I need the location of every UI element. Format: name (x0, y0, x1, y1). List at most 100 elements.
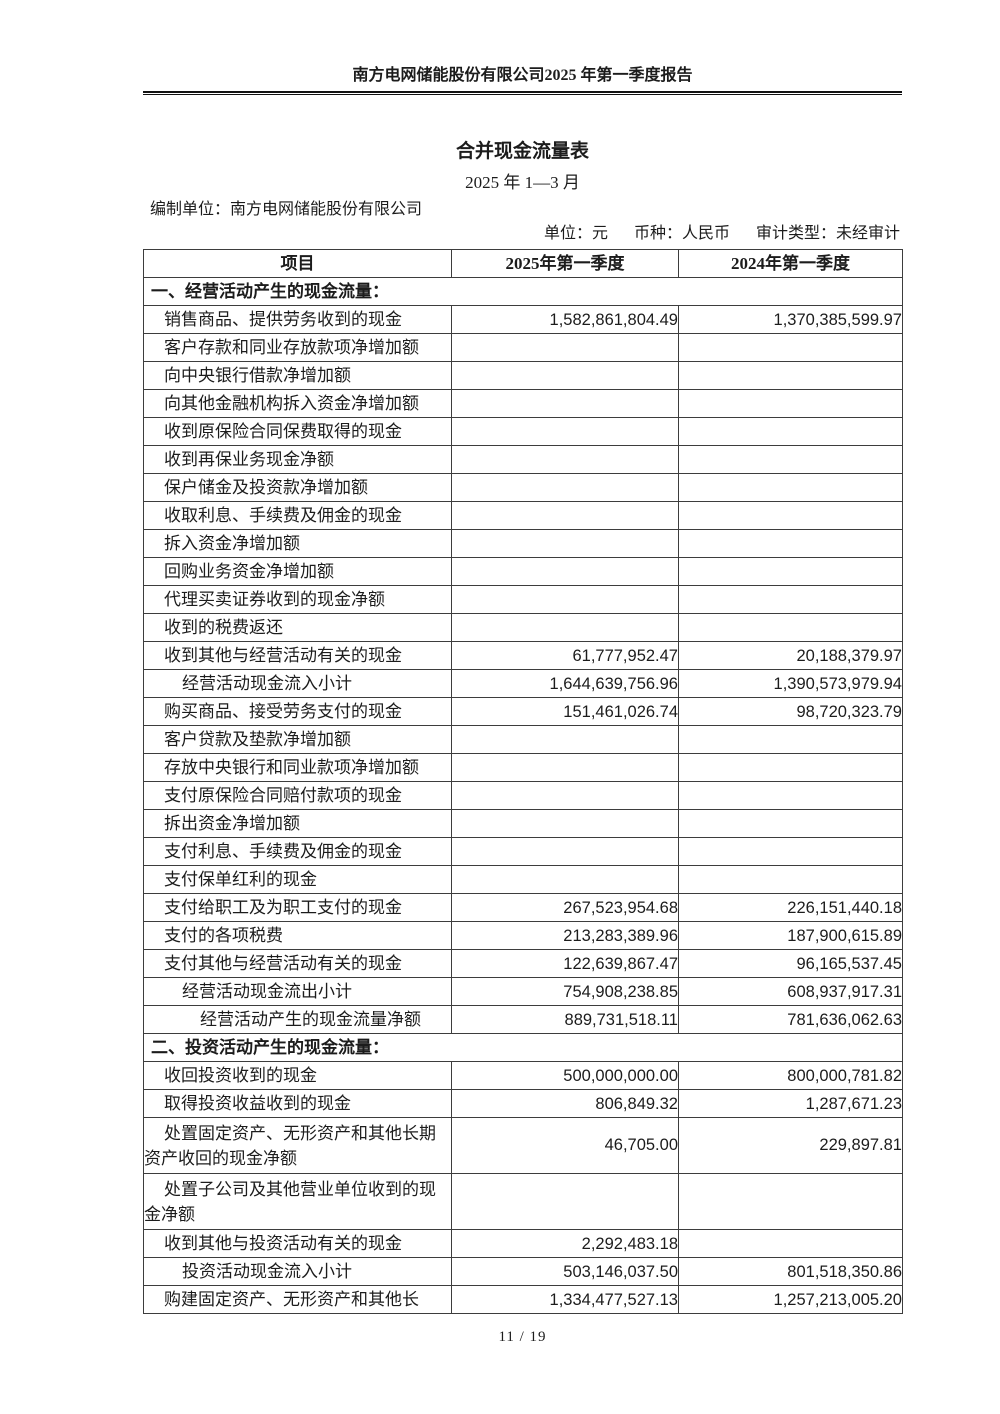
table-row: 处置固定资产、无形资产和其他长期资产收回的现金净额 46,705.00 229,89… (143, 1117, 903, 1174)
table-row: 存放中央银行和同业款项净增加额 (143, 753, 903, 782)
value-2024-cell (678, 613, 903, 642)
row-label-cell: 收回投资收到的现金 (143, 1061, 452, 1090)
table-row: 投资活动现金流入小计 503,146,037.50 801,518,350.86 (143, 1257, 903, 1286)
table-row: 收到其他与投资活动有关的现金 2,292,483.18 (143, 1229, 903, 1258)
value-2024-cell (678, 809, 903, 838)
value-2025-cell (451, 865, 679, 894)
section-row: 二、投资活动产生的现金流量： (143, 1033, 903, 1062)
table-row: 支付原保险合同赔付款项的现金 (143, 781, 903, 810)
value-2025-cell (451, 1173, 679, 1230)
value-2024-cell (678, 837, 903, 866)
table-row: 支付的各项税费 213,283,389.96 187,900,615.89 (143, 921, 903, 950)
table-row: 收到的税费返还 (143, 613, 903, 642)
value-2025-cell (451, 417, 679, 446)
row-label-cell: 经营活动现金流入小计 (143, 669, 452, 698)
page-number: 11 / 19 (498, 1329, 547, 1345)
value-2024-cell (678, 389, 903, 418)
value-2024-cell: 800,000,781.82 (678, 1061, 903, 1090)
value-2025-cell (451, 529, 679, 558)
row-label-cell: 向中央银行借款净增加额 (143, 361, 452, 390)
header-rule (143, 91, 902, 95)
statement-period: 2025 年 1—3 月 (465, 173, 580, 192)
table-header-row: 项目 2025年第一季度 2024年第一季度 (143, 249, 903, 278)
table-row: 处置子公司及其他营业单位收到的现金净额 (143, 1173, 903, 1230)
table-row: 收到原保险合同保费取得的现金 (143, 417, 903, 446)
value-2025-cell: 503,146,037.50 (451, 1257, 679, 1286)
value-2025-cell (451, 781, 679, 810)
value-2024-cell (678, 753, 903, 782)
section-row: 一、经营活动产生的现金流量： (143, 277, 903, 306)
value-2024-cell (678, 445, 903, 474)
value-2024-cell: 781,636,062.63 (678, 1005, 903, 1034)
value-2025-cell: 889,731,518.11 (451, 1005, 679, 1034)
value-2025-cell: 213,283,389.96 (451, 921, 679, 950)
table-row: 收到其他与经营活动有关的现金 61,777,952.47 20,188,379.97 (143, 641, 903, 670)
value-2024-cell: 229,897.81 (678, 1117, 903, 1174)
value-2024-cell: 20,188,379.97 (678, 641, 903, 670)
value-2024-cell (678, 1173, 903, 1230)
row-label-cell: 收到再保业务现金净额 (143, 445, 452, 474)
row-label-cell: 支付保单红利的现金 (143, 865, 452, 894)
row-label-cell: 处置固定资产、无形资产和其他长期资产收回的现金净额 (143, 1117, 452, 1174)
row-label-cell: 购买商品、接受劳务支付的现金 (143, 697, 452, 726)
table-row: 保户储金及投资款净增加额 (143, 473, 903, 502)
value-2024-cell (678, 1229, 903, 1258)
value-2025-cell: 46,705.00 (451, 1117, 679, 1174)
row-label-cell: 客户存款和同业存放款项净增加额 (143, 333, 452, 362)
row-label-cell: 收到其他与投资活动有关的现金 (143, 1229, 452, 1258)
section-label-cell: 二、投资活动产生的现金流量： (143, 1033, 903, 1062)
table-row: 经营活动产生的现金流量净额 889,731,518.11 781,636,062.6… (143, 1005, 903, 1034)
value-2024-cell: 801,518,350.86 (678, 1257, 903, 1286)
statement-title: 合并现金流量表 (455, 141, 589, 162)
document-page: 南方电网储能股份有限公司2025 年第一季度报告 合并现金流量表 2025 年 … (143, 0, 903, 1346)
value-2025-cell: 267,523,954.68 (451, 893, 679, 922)
row-label-cell: 回购业务资金净增加额 (143, 557, 452, 586)
value-2024-cell (678, 501, 903, 530)
row-label-cell: 支付其他与经营活动有关的现金 (143, 949, 452, 978)
row-label-cell: 客户贷款及垫款净增加额 (143, 725, 452, 754)
value-2024-cell (678, 557, 903, 586)
value-2024-cell: 226,151,440.18 (678, 893, 903, 922)
statement-body: 合并现金流量表 2025 年 1—3 月 编制单位：南方电网储能股份有限公司 单… (143, 139, 903, 1314)
row-label-cell: 购建固定资产、无形资产和其他长 (143, 1285, 452, 1314)
value-2025-cell (451, 389, 679, 418)
page-footer: 11 / 19 (143, 1329, 902, 1346)
value-2024-cell: 1,257,213,005.20 (678, 1285, 903, 1314)
row-label-cell: 存放中央银行和同业款项净增加额 (143, 753, 452, 782)
value-2025-cell (451, 753, 679, 782)
prepared-by-line: 编制单位：南方电网储能股份有限公司 (150, 201, 423, 218)
value-2024-cell (678, 725, 903, 754)
cash-flow-table-body: 一、经营活动产生的现金流量： 销售商品、提供劳务收到的现金 1,582,861,80… (143, 277, 903, 1314)
value-2024-cell: 98,720,323.79 (678, 697, 903, 726)
table-row: 经营活动现金流出小计 754,908,238.85 608,937,917.31 (143, 977, 903, 1006)
report-header-title: 南方电网储能股份有限公司2025 年第一季度报告 (352, 67, 693, 84)
currency-label: 币种：人民币 (633, 225, 730, 242)
column-header: 2024年第一季度 (678, 249, 903, 278)
column-header: 项目 (143, 249, 452, 278)
table-row: 购买商品、接受劳务支付的现金 151,461,026.74 98,720,323.7… (143, 697, 903, 726)
row-label-cell: 收取利息、手续费及佣金的现金 (143, 501, 452, 530)
table-row: 销售商品、提供劳务收到的现金 1,582,861,804.49 1,370,385,… (143, 305, 903, 334)
value-2024-cell (678, 585, 903, 614)
value-2025-cell (451, 557, 679, 586)
value-2025-cell: 2,292,483.18 (451, 1229, 679, 1258)
table-row: 向其他金融机构拆入资金净增加额 (143, 389, 903, 418)
value-2024-cell: 1,390,573,979.94 (678, 669, 903, 698)
table-row: 支付给职工及为职工支付的现金 267,523,954.68 226,151,440.… (143, 893, 903, 922)
row-label-cell: 拆出资金净增加额 (143, 809, 452, 838)
value-2024-cell: 608,937,917.31 (678, 977, 903, 1006)
value-2024-cell (678, 781, 903, 810)
value-2024-cell (678, 473, 903, 502)
value-2024-cell: 187,900,615.89 (678, 921, 903, 950)
value-2024-cell (678, 417, 903, 446)
audit-type-label: 审计类型：未经审计 (755, 225, 900, 242)
row-label-cell: 取得投资收益收到的现金 (143, 1089, 452, 1118)
table-row: 支付其他与经营活动有关的现金 122,639,867.47 96,165,537.4… (143, 949, 903, 978)
value-2024-cell: 1,287,671.23 (678, 1089, 903, 1118)
row-label-cell: 向其他金融机构拆入资金净增加额 (143, 389, 452, 418)
value-2025-cell (451, 585, 679, 614)
value-2025-cell (451, 501, 679, 530)
unit-label: 单位：元 (543, 225, 608, 242)
value-2025-cell (451, 613, 679, 642)
row-label-cell: 支付原保险合同赔付款项的现金 (143, 781, 452, 810)
